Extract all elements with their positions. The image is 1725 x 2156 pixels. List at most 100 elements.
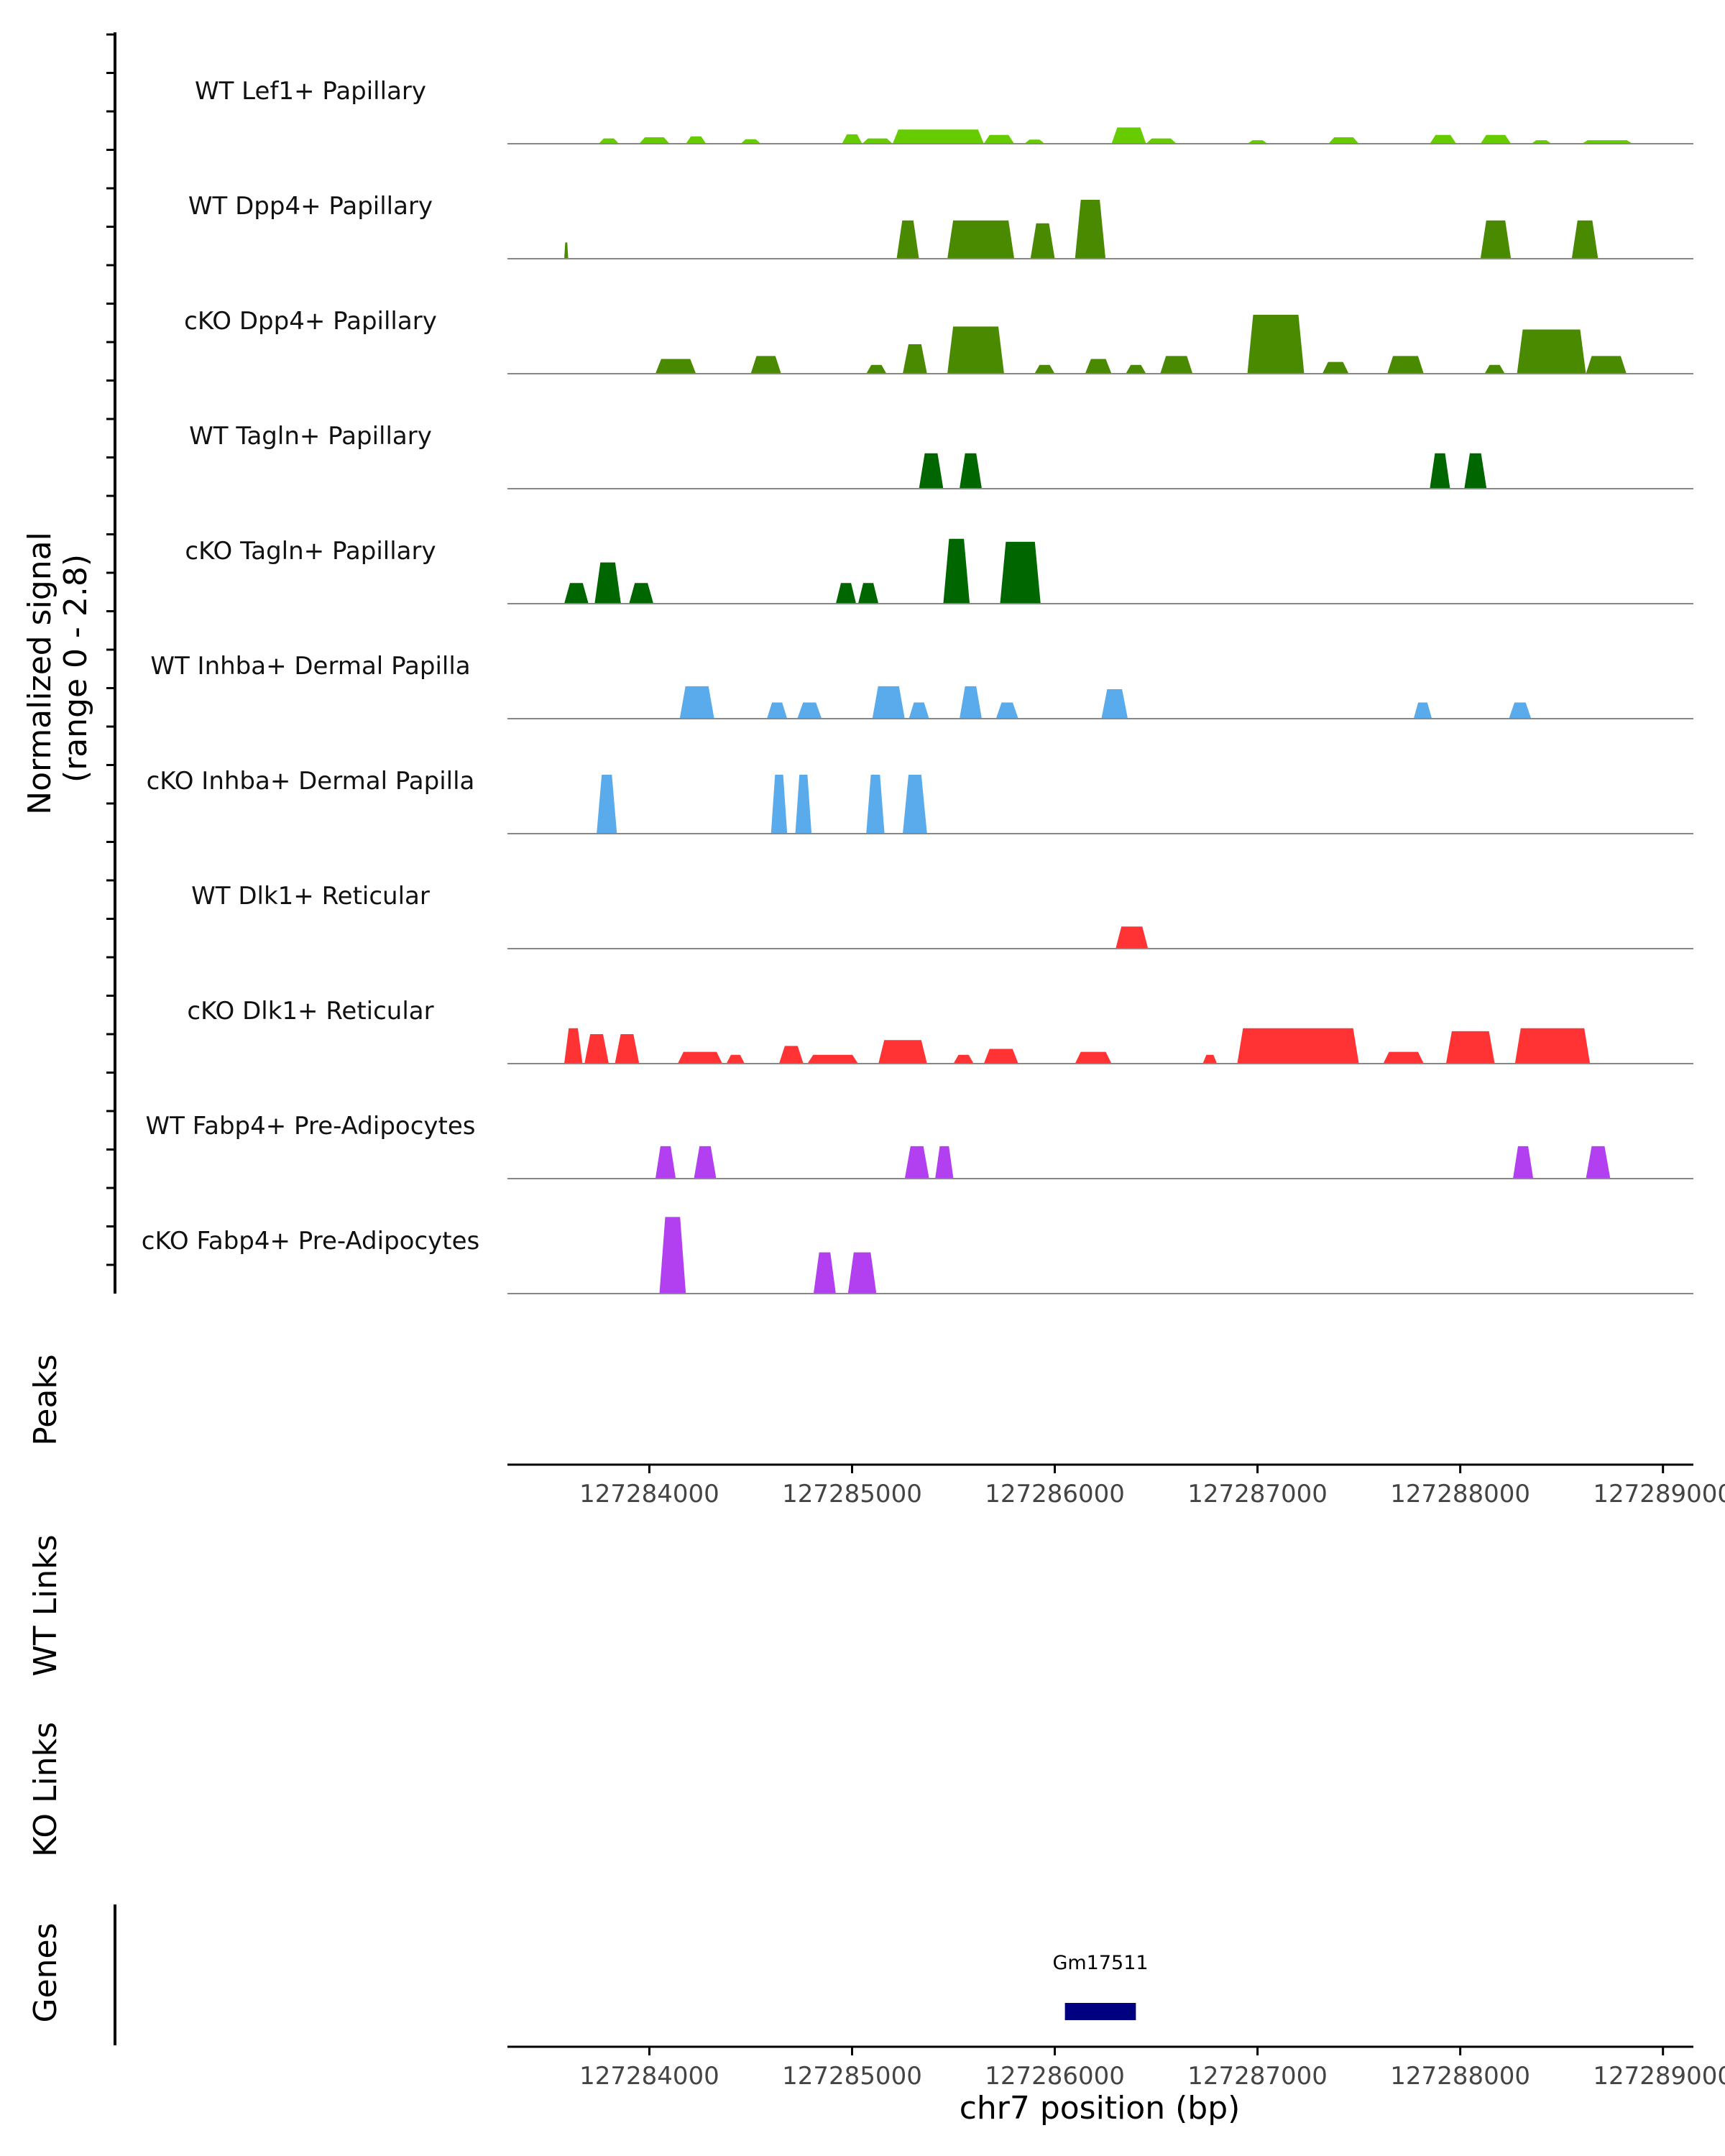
track-6: WT Inhba+ Dermal Papilla xyxy=(150,652,1693,719)
signal-region xyxy=(615,1034,640,1064)
signal-region xyxy=(1445,1031,1495,1064)
x-tick-label: 127289000 xyxy=(1593,1480,1725,1508)
signal-region xyxy=(1126,364,1146,374)
signal-region xyxy=(919,453,944,489)
signal-region xyxy=(1464,453,1487,489)
gene-body xyxy=(1064,2003,1136,2020)
genes-x-axis-ticks: 127284000 127285000 127286000 127287000 1272… xyxy=(579,2047,1725,2091)
signal-region xyxy=(1146,138,1177,144)
signal-region xyxy=(659,1217,686,1294)
x-tick-label: 127287000 xyxy=(1187,2062,1328,2091)
signal-region xyxy=(1030,223,1055,259)
signal-region xyxy=(1430,134,1456,144)
signal-region xyxy=(1509,702,1532,719)
track-label: cKO Dlk1+ Reticular xyxy=(187,997,433,1026)
signal-region xyxy=(1484,364,1505,374)
peaks-track-label: Peaks xyxy=(27,1354,64,1445)
signal-region xyxy=(1247,140,1268,144)
signal-region xyxy=(564,583,589,604)
x-tick-label: 127286000 xyxy=(985,1480,1125,1508)
x-tick-label: 127285000 xyxy=(782,1480,922,1508)
signal-region xyxy=(903,344,927,374)
wt-links-track-label: WT Links xyxy=(27,1534,64,1676)
x-tick-label: 127286000 xyxy=(985,2062,1125,2091)
signal-region xyxy=(686,136,707,144)
gene-label: Gm17511 xyxy=(1052,1952,1148,1974)
signal-region xyxy=(960,686,982,719)
x-tick-label: 127284000 xyxy=(579,2062,719,2091)
ko-links-track-label: KO Links xyxy=(27,1722,64,1857)
signal-region xyxy=(947,220,1015,259)
signal-region xyxy=(770,775,788,834)
signal-region xyxy=(750,356,781,374)
signal-region xyxy=(594,562,621,604)
track-5: cKO Tagln+ Papillary xyxy=(185,537,1693,604)
signal-region xyxy=(629,583,654,604)
signal-region xyxy=(866,364,887,374)
signal-region xyxy=(597,775,617,834)
signal-region xyxy=(639,137,670,144)
signal-region xyxy=(1322,361,1349,374)
signal-region xyxy=(797,702,822,719)
signal-region xyxy=(740,139,761,144)
coverage-ylabel: Normalized signal (range 0 - 2.8) xyxy=(22,522,94,815)
track-label: WT Inhba+ Dermal Papilla xyxy=(150,652,470,681)
signal-region xyxy=(1571,220,1598,259)
signal-region xyxy=(795,775,812,834)
signal-region xyxy=(584,1034,609,1064)
signal-region xyxy=(995,702,1018,719)
signal-region xyxy=(655,1146,676,1179)
signal-region xyxy=(878,1040,927,1064)
signal-region xyxy=(1101,689,1128,719)
signal-region xyxy=(960,453,982,489)
signal-region xyxy=(778,1046,804,1064)
signal-region xyxy=(1034,364,1055,374)
signal-region xyxy=(1111,127,1146,144)
track-label: WT Tagln+ Papillary xyxy=(189,422,432,451)
x-tick-label: 127288000 xyxy=(1390,1480,1530,1508)
signal-region xyxy=(847,1252,877,1294)
peaks-x-axis-ticks: 127284000 127285000 127286000 127287000 1272… xyxy=(579,1465,1725,1508)
track-11: cKO Fabp4+ Pre-Adipocytes xyxy=(142,1217,1693,1294)
coverage-ylabel-line2: (range 0 - 2.8) xyxy=(58,554,94,783)
signal-region xyxy=(903,775,927,834)
signal-region xyxy=(1000,541,1041,604)
signal-region xyxy=(1413,702,1432,719)
track-label: WT Fabp4+ Pre-Adipocytes xyxy=(146,1112,476,1141)
signal-region xyxy=(1383,1051,1424,1064)
track-label: cKO Inhba+ Dermal Papilla xyxy=(147,767,475,796)
x-tick-label: 127285000 xyxy=(782,2062,922,2091)
signal-region xyxy=(1075,200,1106,259)
signal-region xyxy=(983,134,1015,144)
track-label: cKO Dpp4+ Papillary xyxy=(184,307,437,336)
track-label: WT Dpp4+ Papillary xyxy=(188,192,433,221)
coverage-y-axis-ticks xyxy=(106,33,115,1266)
x-axis-title: chr7 position (bp) xyxy=(960,2090,1241,2127)
x-tick-label: 127288000 xyxy=(1390,2062,1530,2091)
signal-region xyxy=(904,1146,929,1179)
signal-region xyxy=(1586,1146,1611,1179)
track-2: WT Dpp4+ Papillary xyxy=(188,192,1693,259)
signal-region xyxy=(1430,453,1450,489)
track-label: cKO Fabp4+ Pre-Adipocytes xyxy=(142,1227,480,1256)
signal-region xyxy=(1328,137,1359,144)
signal-region xyxy=(872,686,905,719)
signal-region xyxy=(694,1146,717,1179)
track-label: cKO Tagln+ Papillary xyxy=(185,537,436,566)
signal-region xyxy=(813,1252,836,1294)
signal-region xyxy=(564,242,569,259)
signal-region xyxy=(1085,359,1112,374)
signal-region xyxy=(679,686,714,719)
signal-region xyxy=(896,220,919,259)
signal-region xyxy=(862,138,893,144)
genes-track-label: Genes xyxy=(27,1922,64,2022)
signal-region xyxy=(1531,140,1552,144)
track-label: WT Dlk1+ Reticular xyxy=(191,882,430,911)
track-8: WT Dlk1+ Reticular xyxy=(191,882,1693,949)
signal-region xyxy=(943,538,970,604)
signal-region xyxy=(1247,315,1305,374)
signal-region xyxy=(983,1049,1018,1064)
signal-region xyxy=(935,1146,954,1179)
signal-region xyxy=(1202,1054,1218,1064)
